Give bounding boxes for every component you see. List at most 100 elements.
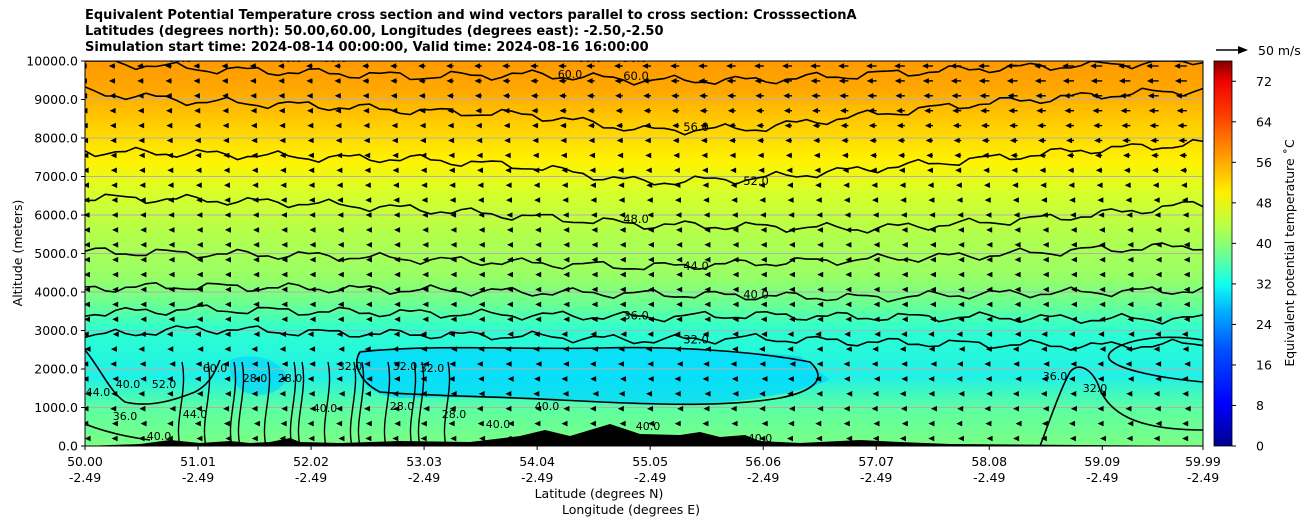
arrow-left-icon	[137, 107, 144, 114]
wind-vector	[980, 107, 990, 114]
wind-vector	[140, 242, 147, 248]
wind-vector	[841, 152, 849, 159]
wind-vector	[843, 420, 850, 427]
arrow-left-icon	[421, 212, 428, 218]
x-tick-label-lon: -2.49	[1187, 470, 1219, 485]
arrow-left-icon	[702, 167, 709, 174]
wind-vector	[954, 152, 962, 159]
colorbar-tick-label: 64	[1256, 114, 1272, 129]
wind-vector	[899, 435, 906, 442]
wind-vector	[1127, 242, 1134, 248]
arrow-left-icon	[391, 107, 398, 114]
arrow-left-icon	[1012, 346, 1019, 352]
arrow-left-icon	[985, 376, 992, 382]
arrow-left-icon	[1071, 286, 1077, 293]
arrow-left-icon	[956, 361, 963, 367]
arrow-left-icon	[1041, 212, 1048, 218]
arrow-left-icon	[559, 93, 566, 99]
wind-vector	[337, 227, 344, 233]
wind-vector	[562, 391, 569, 397]
arrow-left-icon	[337, 256, 344, 263]
wind-vector	[783, 107, 792, 114]
arrow-left-icon	[337, 212, 344, 218]
arrow-left-icon	[590, 405, 597, 412]
wind-vector	[986, 227, 993, 233]
wind-vector	[394, 301, 401, 308]
wind-vector	[647, 376, 654, 382]
arrow-left-icon	[703, 197, 710, 203]
arrow-left-icon	[817, 271, 824, 278]
wind-vector	[704, 391, 711, 397]
wind-vector	[85, 242, 90, 248]
wind-vector	[307, 420, 314, 427]
wind-vector	[138, 346, 145, 352]
arrow-left-icon	[1040, 391, 1047, 397]
arrow-left-icon	[422, 256, 429, 263]
arrow-left-icon	[281, 271, 288, 278]
arrow-left-icon	[307, 122, 314, 129]
wind-vector	[223, 167, 230, 174]
arrow-left-icon	[250, 122, 257, 129]
arrow-left-icon	[306, 93, 313, 99]
arrow-left-icon	[139, 361, 146, 367]
arrow-left-icon	[168, 242, 175, 248]
arrow-left-icon	[810, 63, 817, 69]
arrow-left-icon	[390, 78, 397, 84]
wind-vector	[616, 122, 623, 129]
arrow-left-icon	[307, 420, 314, 427]
wind-vector	[702, 420, 709, 427]
wind-vector	[648, 301, 654, 308]
wind-vector	[309, 346, 316, 352]
wind-vector	[1182, 346, 1189, 352]
arrow-left-icon	[815, 376, 822, 382]
colorbar	[1213, 60, 1233, 447]
wind-vector	[193, 93, 200, 99]
wind-vector	[1175, 93, 1187, 99]
arrow-left-icon	[165, 63, 172, 69]
wind-vector	[1123, 167, 1131, 174]
arrow-left-icon	[559, 122, 566, 129]
arrow-left-icon	[195, 152, 202, 159]
arrow-left-icon	[336, 167, 343, 174]
terrain	[85, 424, 1203, 446]
arrow-left-icon	[1038, 152, 1045, 159]
arrow-left-icon	[563, 227, 570, 233]
arrow-left-icon	[930, 242, 936, 248]
wind-vector	[534, 197, 541, 203]
contour-label: 40.0	[743, 288, 769, 302]
arrow-left-icon	[281, 212, 287, 218]
arrow-left-icon	[815, 420, 822, 427]
arrow-left-icon	[731, 420, 738, 427]
arrow-left-icon	[422, 316, 429, 323]
arrow-left-icon	[1041, 346, 1048, 352]
arrow-left-icon	[732, 316, 739, 323]
wind-vector	[110, 152, 117, 159]
arrow-left-icon	[1071, 301, 1077, 308]
wind-vector	[560, 152, 567, 159]
wind-vector	[901, 316, 908, 323]
x-tick-label-lat: 56.06	[745, 454, 781, 469]
wind-vector	[984, 405, 991, 412]
wind-vector	[676, 227, 683, 233]
arrow-left-icon	[984, 197, 991, 203]
wind-vector	[730, 361, 737, 367]
wind-vector	[1015, 376, 1022, 382]
wind-vector	[309, 271, 316, 278]
arrow-left-icon	[1013, 212, 1020, 218]
wind-vector	[839, 93, 849, 99]
wind-vector	[589, 420, 596, 427]
arrow-left-icon	[85, 256, 90, 263]
wind-vector	[253, 227, 260, 233]
arrow-left-icon	[535, 242, 542, 248]
wind-vector	[867, 93, 877, 99]
arrow-left-icon	[196, 212, 203, 218]
arrow-left-icon	[783, 93, 790, 99]
wind-vector	[167, 182, 174, 188]
arrow-left-icon	[1127, 242, 1134, 248]
wind-vector	[1176, 107, 1187, 114]
wind-vector	[363, 137, 370, 144]
wind-vector	[726, 78, 736, 84]
wind-vector	[558, 63, 567, 69]
wind-vector	[956, 420, 963, 427]
arrow-left-icon	[956, 197, 963, 203]
